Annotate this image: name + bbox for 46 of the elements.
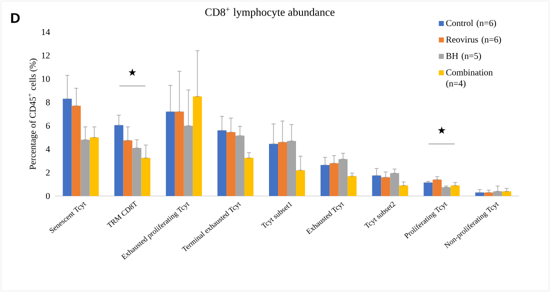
bar — [217, 130, 226, 196]
bar — [114, 125, 124, 196]
legend-label: BH (n=5) — [446, 52, 482, 61]
y-tick-label: 12 — [42, 52, 50, 58]
bar — [502, 191, 512, 196]
y-tick-label: 10 — [42, 76, 50, 82]
bar — [72, 106, 81, 196]
bar — [226, 132, 236, 196]
bar — [62, 98, 72, 196]
legend-label: Reovirus (n=6) — [446, 36, 502, 44]
bar — [123, 140, 132, 196]
bar — [90, 137, 99, 196]
bar — [141, 158, 150, 196]
bar — [192, 96, 202, 196]
y-axis-title: Percentage of CD45$^{+}$ cells (%) — [28, 58, 38, 170]
chart-title: CD8$^{+}$ lymphocyte abundance — [205, 7, 335, 18]
y-tick-label: 14 — [42, 29, 50, 35]
bar — [244, 158, 254, 196]
y-tick-label: 4 — [46, 146, 50, 152]
bar — [399, 185, 408, 196]
bar — [442, 187, 451, 196]
bar — [381, 177, 390, 196]
bar — [450, 185, 460, 196]
bar — [320, 164, 330, 196]
bar — [278, 142, 288, 196]
bar — [330, 163, 339, 196]
bar — [372, 176, 382, 196]
y-tick-label: 8 — [46, 99, 50, 106]
annotation: ★ — [128, 68, 136, 76]
y-tick-label: 0 — [46, 192, 50, 200]
bar — [166, 112, 175, 196]
annotation: ★ — [438, 126, 446, 134]
bar — [296, 170, 306, 196]
bar — [424, 182, 433, 196]
y-tick-label: 2 — [46, 170, 50, 176]
legend-label: Control (n=6) — [446, 20, 496, 28]
bar — [432, 180, 442, 196]
bar — [269, 144, 278, 196]
bar — [390, 173, 400, 196]
legend-label: Combination (n=4) — [446, 69, 493, 88]
bar — [484, 192, 494, 196]
bar — [475, 192, 484, 196]
text: D — [11, 13, 20, 23]
y-tick-label: 6 — [46, 122, 50, 129]
bar — [348, 176, 357, 196]
bar — [174, 112, 184, 196]
